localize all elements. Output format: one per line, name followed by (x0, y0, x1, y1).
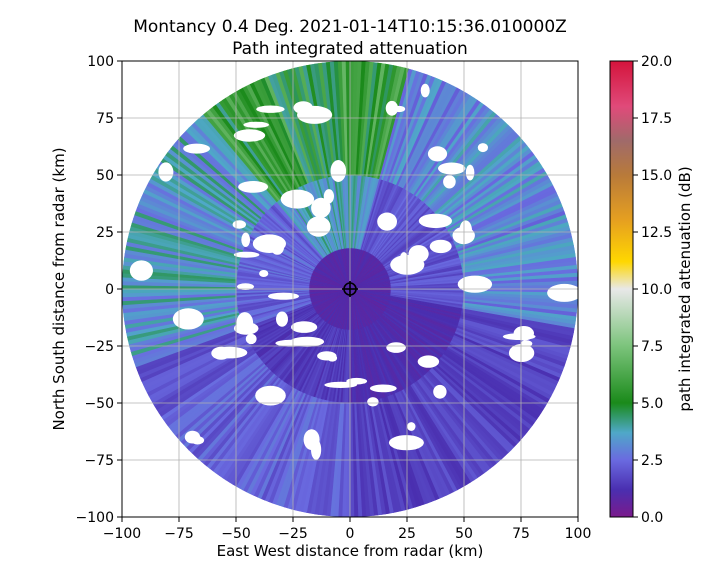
no-echo-gap (385, 100, 399, 116)
no-echo-gap (252, 234, 286, 253)
no-echo-gap (237, 283, 254, 290)
no-echo-gap (245, 333, 257, 345)
colorbar-tick-label: 7.5 (641, 339, 663, 355)
y-axis-ticks: −100 −75 −50 −25 0 25 50 75 100 (76, 54, 122, 526)
no-echo-gap (547, 283, 578, 302)
y-axis-label: North South distance from radar (km) (50, 147, 68, 430)
colorbar-tick-label: 2.5 (641, 453, 663, 469)
no-echo-gap (327, 354, 338, 362)
no-echo-gap (420, 83, 430, 98)
no-echo-gap (311, 439, 322, 460)
no-echo-gap (233, 129, 266, 142)
chart-title-line1: Montancy 0.4 Deg. 2021-01-14T10:15:36.01… (133, 17, 567, 37)
no-echo-gap (407, 422, 416, 431)
no-echo-gap (172, 308, 204, 330)
colorbar (609, 60, 634, 518)
no-echo-gap (280, 189, 315, 209)
no-echo-gap (477, 143, 488, 153)
colorbar-tick-label: 15.0 (641, 168, 672, 184)
no-echo-gap (418, 213, 452, 229)
no-echo-gap (291, 321, 318, 333)
colorbar-tick-label: 5.0 (641, 396, 663, 412)
x-tick-label: 50 (455, 526, 473, 542)
x-tick-label: 0 (346, 526, 355, 542)
no-echo-gap (433, 384, 447, 399)
y-tick-label: 100 (87, 54, 114, 70)
x-tick-label: −100 (103, 526, 141, 542)
no-echo-gap (346, 377, 368, 385)
chart-title-line2: Path integrated attenuation (232, 39, 468, 59)
colorbar-tick-label: 10.0 (641, 282, 672, 298)
no-echo-gap (256, 105, 285, 113)
no-echo-gap (520, 340, 533, 347)
y-tick-label: 50 (96, 168, 114, 184)
no-echo-gap (457, 275, 493, 293)
no-echo-gap (243, 121, 269, 128)
no-echo-gap (211, 346, 248, 359)
no-echo-gap (233, 251, 260, 258)
x-axis-label: East West distance from radar (km) (217, 542, 484, 560)
no-echo-gap (417, 355, 440, 368)
x-tick-label: −50 (221, 526, 251, 542)
no-echo-gap (429, 239, 452, 254)
no-echo-gap (255, 385, 286, 406)
no-echo-gap (393, 105, 406, 113)
no-echo-gap (438, 162, 466, 175)
no-echo-gap (502, 333, 536, 340)
no-echo-gap (275, 339, 308, 347)
x-axis-ticks: −100 −75 −50 −25 0 25 50 75 100 (103, 517, 592, 542)
no-echo-gap (388, 435, 424, 451)
no-echo-gap (377, 212, 397, 231)
no-echo-gap (268, 292, 299, 300)
no-echo-gap (238, 181, 269, 193)
no-echo-gap (183, 143, 211, 154)
no-echo-gap (311, 197, 331, 218)
x-tick-label: 75 (512, 526, 530, 542)
x-tick-label: −25 (278, 526, 308, 542)
colorbar-tick-label: 17.5 (641, 111, 672, 127)
colorbar-label: path integrated attenuation (dB) (676, 166, 694, 411)
no-echo-gap (232, 220, 246, 229)
y-tick-label: −100 (76, 510, 114, 526)
no-echo-gap (158, 162, 174, 182)
no-echo-gap (443, 175, 456, 189)
y-tick-label: −25 (84, 339, 114, 355)
colorbar-tick-label: 12.5 (641, 225, 672, 241)
y-tick-label: −50 (84, 396, 114, 412)
no-echo-gap (306, 216, 331, 237)
no-echo-gap (129, 260, 153, 281)
no-echo-gap (427, 146, 448, 162)
colorbar-tick-label: 20.0 (641, 54, 672, 70)
no-echo-gap (276, 311, 288, 327)
colorbar-tick-label: 0.0 (641, 510, 663, 526)
y-tick-label: 25 (96, 225, 114, 241)
no-echo-gap (297, 105, 333, 124)
no-echo-gap (241, 232, 251, 247)
x-tick-label: −75 (164, 526, 194, 542)
no-echo-gap (330, 160, 347, 182)
x-tick-label: 100 (565, 526, 592, 542)
no-echo-gap (233, 322, 259, 335)
x-tick-label: 25 (398, 526, 416, 542)
y-tick-label: −75 (84, 453, 114, 469)
no-echo-gap (386, 342, 406, 353)
no-echo-gap (508, 344, 535, 362)
no-echo-gap (465, 164, 475, 181)
no-echo-gap (259, 270, 269, 277)
colorbar-ticks: 0.0 2.5 5.0 7.5 10.0 12.5 15.0 17.5 20.0 (633, 54, 672, 526)
no-echo-gap (367, 397, 379, 407)
y-tick-label: 75 (96, 111, 114, 127)
y-tick-label: 0 (105, 282, 114, 298)
radar-site-marker (342, 281, 358, 297)
no-echo-gap (190, 436, 205, 445)
no-echo-gap (369, 384, 397, 393)
